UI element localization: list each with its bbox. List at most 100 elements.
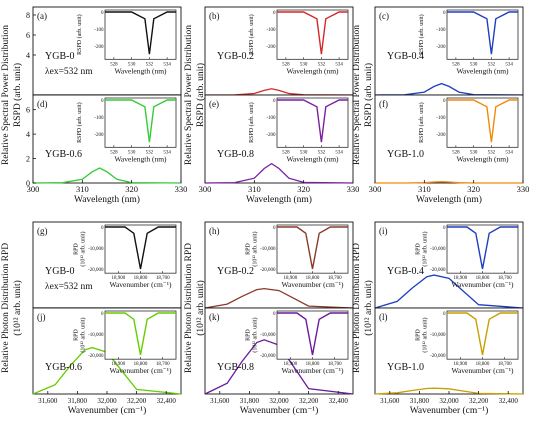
excitation-label-spectral-a: λex=532 nm xyxy=(45,67,93,77)
y-axis-label-photon-1-1: (10¹² arb. unit) xyxy=(195,280,206,336)
y-axis-label-spectral-0-0: Relative Spectral Power Distribution xyxy=(1,25,11,165)
y-tick-label-spectral-a-6: 6 xyxy=(26,31,30,40)
inset-xlabel-photon-h: Wavenumber (cm⁻¹) xyxy=(281,280,344,289)
inset-x-tick-label-spectral-d-3: 534 xyxy=(163,150,171,155)
main-curve-photon-k xyxy=(204,339,354,395)
inset-x-tick-label-spectral-b-3: 534 xyxy=(335,62,343,67)
inset-frame-spectral-b xyxy=(276,9,349,60)
inset-x-tick-label-spectral-e-3: 534 xyxy=(335,150,343,155)
y-axis-label-photon-1-0: Relative Photon Distribution RPD xyxy=(184,243,194,373)
sample-label-spectral-a: YGB-0 xyxy=(45,51,74,62)
x-tick-label-spectral-e-3: 330 xyxy=(347,184,360,194)
x-tick-label-photon-j-4: 32,400 xyxy=(157,397,177,405)
main-curve-photon-j xyxy=(32,346,182,395)
inset-xlabel-spectral-a: Wavelength (nm) xyxy=(114,66,167,75)
inset-frame-photon-h xyxy=(276,224,349,274)
x-tick-label-spectral-d-1: 310 xyxy=(76,184,89,194)
inset-y-tick-label-spectral-c-2: -200 xyxy=(436,45,446,50)
inset-y-tick-label-photon-k-2: -20,000 xyxy=(260,354,276,359)
inset-y-tick-label-photon-h-0: 0 xyxy=(273,226,276,231)
inset-x-tick-label-photon-k-2: 18,700 xyxy=(328,362,342,367)
sample-label-spectral-b: YGB-0.2 xyxy=(217,51,254,62)
y-axis-label-photon-0-0: Relative Photon Distribution RPD xyxy=(1,243,11,373)
inset-x-tick-label-spectral-a-0: 528 xyxy=(110,62,118,67)
inset-ylabel-photon-h-0: RPD xyxy=(246,243,252,255)
sample-label-photon-k: YGB-0.8 xyxy=(217,362,254,373)
y-axis-label-spectral-0-1: RSPD (arb. unit) xyxy=(12,63,23,127)
x-axis-label-photon-1: Wavenumber (cm⁻¹) xyxy=(240,405,319,416)
main-curve-spectral-f xyxy=(375,181,523,184)
inset-y-tick-label-photon-l-1: -10,000 xyxy=(430,333,446,338)
inset-curve-spectral-c xyxy=(447,11,518,55)
inset-x-tick-label-spectral-f-0: 528 xyxy=(452,150,460,155)
y-tick-label-spectral-d-6: 6 xyxy=(26,106,30,115)
inset-curve-spectral-f xyxy=(447,99,518,143)
inset-curve-photon-g xyxy=(105,226,176,270)
x-tick-label-spectral-e-1: 310 xyxy=(248,184,261,194)
inset-ylabel-spectral-c-0: RSPD (arb. unit) xyxy=(418,14,425,55)
sample-label-spectral-c: YGB-0.4 xyxy=(387,51,424,62)
main-curve-photon-h xyxy=(204,287,354,309)
x-tick-label-spectral-d-0: 300 xyxy=(27,184,40,194)
panel-letter-spectral-b: (b) xyxy=(209,11,220,21)
inset-curve-photon-i xyxy=(447,226,518,270)
inset-x-tick-label-photon-i-2: 18,700 xyxy=(498,276,512,281)
inset-xlabel-photon-j: Wavenumber (cm⁻¹) xyxy=(109,366,172,375)
panel-letter-photon-j: (j) xyxy=(37,312,46,322)
x-tick-label-photon-k-3: 32,200 xyxy=(299,397,319,405)
inset-ylabel-spectral-b-0: RSPD (arb. unit) xyxy=(248,14,255,55)
panel-letter-photon-l: (l) xyxy=(379,312,388,322)
inset-x-tick-label-spectral-d-1: 530 xyxy=(128,150,136,155)
inset-y-tick-label-spectral-b-0: 0 xyxy=(273,11,276,16)
x-tick-label-spectral-e-2: 320 xyxy=(297,184,310,194)
inset-y-tick-label-photon-h-1: -10,000 xyxy=(260,247,276,252)
main-curve-photon-i xyxy=(374,274,524,309)
inset-x-tick-label-spectral-c-3: 534 xyxy=(505,62,513,67)
sample-label-photon-j: YGB-0.6 xyxy=(45,362,82,373)
inset-x-tick-label-photon-h-0: 18,900 xyxy=(283,276,297,281)
inset-ylabel-spectral-f-0: RSPD (arb. unit) xyxy=(418,102,425,143)
x-tick-label-photon-k-2: 32,000 xyxy=(269,397,289,405)
inset-y-tick-label-photon-h-2: -20,000 xyxy=(260,268,276,273)
inset-x-tick-label-spectral-f-2: 532 xyxy=(488,150,496,155)
inset-ylabel-photon-k-1: (10¹² arb. unit) xyxy=(252,318,259,353)
main-curve-spectral-c xyxy=(374,82,524,96)
inset-frame-spectral-e xyxy=(276,97,349,148)
inset-ylabel-photon-g-0: RPD xyxy=(74,243,80,255)
x-tick-label-photon-j-2: 32,000 xyxy=(97,397,117,405)
inset-curve-photon-h xyxy=(277,226,348,270)
inset-xlabel-spectral-b: Wavelength (nm) xyxy=(286,66,339,75)
inset-ylabel-spectral-d-0: RSPD (arb. unit) xyxy=(76,102,83,143)
inset-y-tick-label-photon-i-1: -10,000 xyxy=(430,247,446,252)
inset-y-tick-label-spectral-b-2: -200 xyxy=(266,45,276,50)
inset-frame-photon-j xyxy=(104,310,177,360)
inset-y-tick-label-photon-j-1: -10,000 xyxy=(88,333,104,338)
inset-frame-photon-k xyxy=(276,310,349,360)
x-axis-label-spectral-0: Wavelength (nm) xyxy=(74,194,140,205)
x-tick-label-photon-k-1: 31,800 xyxy=(240,397,260,405)
x-tick-label-spectral-d-3: 330 xyxy=(175,184,188,194)
inset-x-tick-label-photon-h-1: 18,800 xyxy=(306,276,320,281)
x-tick-label-spectral-e-0: 300 xyxy=(199,184,212,194)
inset-y-tick-label-spectral-c-0: 0 xyxy=(443,11,446,16)
inset-x-tick-label-spectral-f-3: 534 xyxy=(505,150,513,155)
inset-xlabel-spectral-d: Wavelength (nm) xyxy=(114,154,167,163)
x-tick-label-photon-k-0: 31,600 xyxy=(210,397,230,405)
main-curve-spectral-b xyxy=(204,88,354,96)
x-tick-label-spectral-f-2: 320 xyxy=(467,184,480,194)
inset-x-tick-label-photon-l-0: 18,900 xyxy=(453,362,467,367)
inset-ylabel-photon-j-1: (10¹² arb. unit) xyxy=(80,318,87,353)
inset-y-tick-label-photon-j-2: -20,000 xyxy=(88,354,104,359)
y-axis-label-spectral-1-0: Relative Spectral Power Distribution xyxy=(184,25,194,165)
inset-x-tick-label-photon-l-1: 18,800 xyxy=(476,362,490,367)
inset-y-tick-label-spectral-c-1: -100 xyxy=(436,28,446,33)
inset-y-tick-label-spectral-d-1: -100 xyxy=(94,116,104,121)
inset-x-tick-label-spectral-e-1: 530 xyxy=(300,150,308,155)
panel-letter-photon-k: (k) xyxy=(209,312,220,322)
main-curve-spectral-e xyxy=(204,162,354,184)
x-axis-label-photon-0: Wavenumber (cm⁻¹) xyxy=(68,405,147,416)
inset-y-tick-label-photon-k-1: -10,000 xyxy=(260,333,276,338)
inset-curve-photon-j xyxy=(105,312,176,356)
inset-frame-spectral-d xyxy=(104,97,177,148)
inset-x-tick-label-spectral-a-2: 532 xyxy=(146,62,154,67)
